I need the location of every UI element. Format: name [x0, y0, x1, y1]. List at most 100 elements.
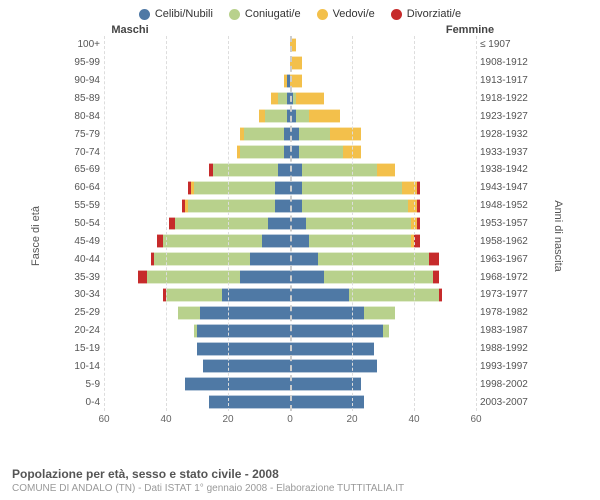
birth-year-label: 1923-1927	[476, 111, 530, 122]
female-bar	[290, 109, 476, 123]
bar-segment	[408, 199, 417, 213]
chart-title: Popolazione per età, sesso e stato civil…	[12, 467, 588, 481]
age-label: 85-89	[70, 93, 104, 104]
male-bar	[104, 217, 290, 231]
bar-segment	[200, 306, 290, 320]
female-bar	[290, 342, 476, 356]
female-bar	[290, 217, 476, 231]
population-pyramid: Celibi/NubiliConiugati/eVedovi/eDivorzia…	[0, 0, 600, 500]
bar-segment	[299, 127, 330, 141]
bar-segment	[262, 234, 290, 248]
legend-label: Divorziati/e	[407, 8, 461, 20]
age-label: 45-49	[70, 236, 104, 247]
bar-segment	[138, 270, 147, 284]
pyramid-row: 60-641943-1947	[70, 179, 530, 197]
bar-segment	[290, 324, 383, 338]
bar-segment	[402, 181, 418, 195]
birth-year-label: 1968-1972	[476, 272, 530, 283]
bar-segment	[290, 252, 318, 266]
bar-segment	[185, 377, 290, 391]
bar-pair	[104, 377, 476, 391]
male-bar	[104, 145, 290, 159]
legend-swatch	[139, 9, 150, 20]
birth-year-label: 1948-1952	[476, 200, 530, 211]
bar-segment	[290, 377, 361, 391]
y-axis-label-right: Anni di nascita	[552, 200, 564, 272]
bar-segment	[290, 181, 302, 195]
bar-pair	[104, 234, 476, 248]
bar-pair	[104, 145, 476, 159]
birth-year-label: 1933-1937	[476, 147, 530, 158]
bar-segment	[209, 395, 290, 409]
female-bar	[290, 38, 476, 52]
pyramid-row: 85-89 1918-1922	[70, 90, 530, 108]
bar-segment	[299, 145, 342, 159]
male-bar	[104, 377, 290, 391]
bar-segment	[290, 56, 302, 70]
pyramid-row: 80-84 1923-1927	[70, 107, 530, 125]
bar-segment	[302, 181, 401, 195]
pyramid-row: 0-42003-2007	[70, 393, 530, 411]
age-label: 100+	[70, 39, 104, 50]
female-bar	[290, 92, 476, 106]
bar-segment	[250, 252, 290, 266]
legend-label: Vedovi/e	[333, 8, 375, 20]
pyramid-row: 45-49 1958-1962	[70, 232, 530, 250]
female-bar	[290, 163, 476, 177]
age-label: 40-44	[70, 254, 104, 265]
female-bar	[290, 145, 476, 159]
header-male: Maschi	[0, 24, 300, 36]
age-label: 55-59	[70, 200, 104, 211]
birth-year-label: 1958-1962	[476, 236, 530, 247]
bar-segment	[309, 109, 340, 123]
pyramid-row: 95-991908-1912	[70, 54, 530, 72]
birth-year-label: 1983-1987	[476, 325, 530, 336]
male-bar	[104, 38, 290, 52]
bar-segment	[197, 324, 290, 338]
bar-pair	[104, 342, 476, 356]
male-bar	[104, 127, 290, 141]
male-bar	[104, 234, 290, 248]
male-bar	[104, 199, 290, 213]
age-label: 60-64	[70, 182, 104, 193]
pyramid-row: 25-291978-1982	[70, 304, 530, 322]
female-bar	[290, 252, 476, 266]
birth-year-label: 1963-1967	[476, 254, 530, 265]
male-bar	[104, 181, 290, 195]
bar-segment	[265, 109, 287, 123]
female-bar	[290, 199, 476, 213]
bar-segment	[244, 127, 284, 141]
bar-segment	[318, 252, 430, 266]
birth-year-label: 1978-1982	[476, 307, 530, 318]
age-label: 80-84	[70, 111, 104, 122]
age-label: 15-19	[70, 343, 104, 354]
pyramid-row: 65-691938-1942	[70, 161, 530, 179]
bar-segment	[414, 234, 420, 248]
female-bar	[290, 288, 476, 302]
male-bar	[104, 288, 290, 302]
male-bar	[104, 342, 290, 356]
female-bar	[290, 270, 476, 284]
bar-segment	[290, 217, 306, 231]
pyramid-row: 10-141993-1997	[70, 357, 530, 375]
age-label: 20-24	[70, 325, 104, 336]
female-bar	[290, 56, 476, 70]
header-female: Femmine	[300, 24, 600, 36]
bar-segment	[278, 92, 287, 106]
bar-segment	[240, 145, 283, 159]
legend-swatch	[391, 9, 402, 20]
bar-segment	[268, 217, 290, 231]
bar-segment	[240, 270, 290, 284]
female-bar	[290, 324, 476, 338]
pyramid-row: 90-941913-1917	[70, 72, 530, 90]
birth-year-label: 1918-1922	[476, 93, 530, 104]
bar-segment	[417, 217, 420, 231]
bar-pair	[104, 288, 476, 302]
bar-pair	[104, 181, 476, 195]
bar-segment	[302, 163, 376, 177]
bar-segment	[194, 181, 275, 195]
birth-year-label: 1993-1997	[476, 361, 530, 372]
x-tick-label: 60	[98, 414, 109, 425]
bar-segment	[290, 145, 299, 159]
bar-pair	[104, 306, 476, 320]
